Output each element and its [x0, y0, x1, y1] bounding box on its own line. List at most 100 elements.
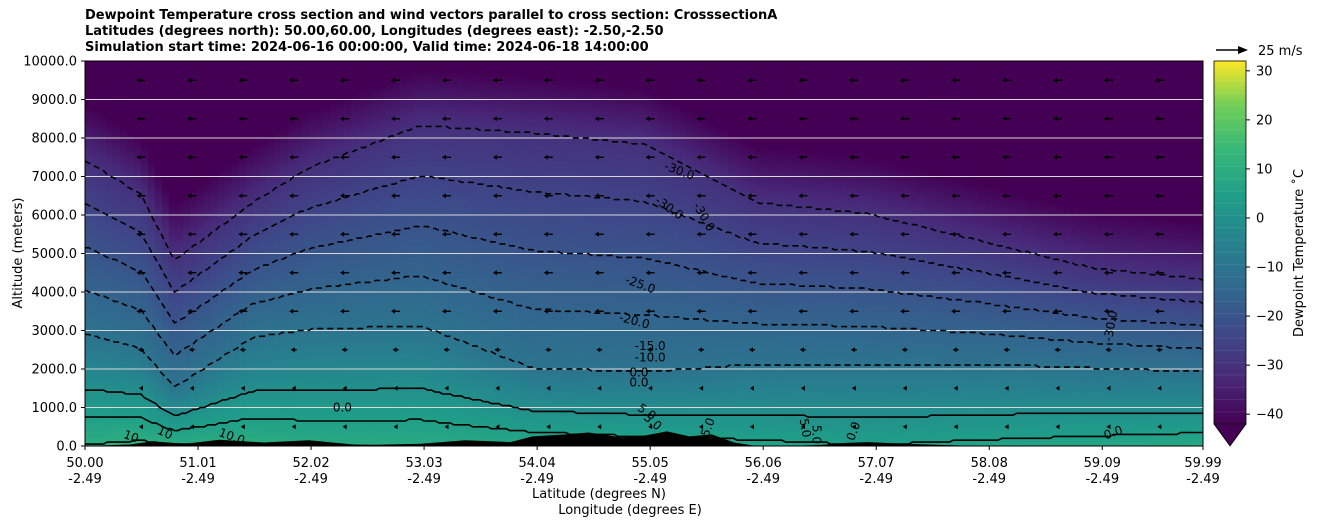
field-cell: [343, 126, 352, 131]
field-cell: [140, 284, 149, 289]
field-cell: [420, 215, 428, 220]
field-cell: [91, 318, 100, 324]
field-cell: [308, 164, 317, 170]
field-cell: [322, 395, 331, 401]
field-cell: [385, 157, 394, 162]
field-cell: [336, 153, 345, 158]
field-cell: [175, 280, 184, 285]
field-cell: [427, 111, 435, 116]
field-cell: [85, 357, 93, 362]
field-cell: [301, 384, 310, 389]
field-cell: [133, 430, 142, 436]
field-cell: [315, 399, 324, 405]
field-cell: [350, 330, 359, 335]
field-cell: [182, 191, 191, 197]
field-cell: [427, 126, 435, 131]
field-cell: [224, 303, 233, 308]
field-cell: [406, 215, 415, 220]
field-cell: [147, 403, 156, 409]
field-cell: [217, 107, 226, 112]
field-cell: [175, 338, 184, 343]
field-cell: [266, 257, 275, 262]
field-cell: [168, 388, 177, 393]
field-cell: [91, 61, 100, 66]
field-cell: [273, 326, 282, 332]
field-cell: [301, 238, 310, 243]
field-cell: [406, 107, 415, 112]
field-cell: [105, 245, 114, 251]
field-cell: [350, 276, 359, 282]
field-cell: [308, 103, 317, 108]
field-cell: [336, 138, 345, 143]
field-cell: [245, 80, 254, 85]
field-cell: [301, 191, 310, 197]
field-cell: [385, 257, 394, 262]
field-cell: [427, 184, 435, 189]
field-cell: [140, 345, 149, 351]
field-cell: [98, 353, 107, 359]
field-cell: [238, 369, 247, 374]
field-cell: [168, 107, 177, 112]
field-cell: [168, 245, 177, 251]
field-cell: [175, 207, 184, 212]
field-cell: [231, 349, 240, 355]
field-cell: [378, 180, 387, 185]
field-cell: [406, 134, 415, 139]
field-cell: [329, 157, 338, 162]
field-cell: [301, 295, 310, 301]
field-cell: [406, 138, 415, 143]
field-cell: [266, 61, 275, 66]
field-cell: [336, 322, 345, 328]
field-cell: [371, 434, 380, 439]
field-cell: [420, 153, 428, 158]
field-cell: [182, 265, 191, 270]
field-cell: [280, 253, 289, 258]
field-cell: [252, 138, 261, 143]
field-cell: [231, 265, 240, 270]
field-cell: [378, 153, 387, 158]
field-cell: [280, 326, 289, 332]
field-cell: [308, 64, 317, 70]
field-cell: [85, 241, 93, 247]
field-cell: [168, 191, 177, 197]
field-cell: [203, 245, 212, 251]
field-cell: [154, 345, 163, 351]
field-cell: [161, 99, 170, 104]
field-cell: [385, 241, 394, 247]
field-cell: [189, 84, 198, 89]
field-cell: [413, 422, 421, 428]
field-cell: [357, 164, 366, 170]
field-cell: [203, 268, 212, 274]
field-cell: [161, 87, 170, 93]
field-cell: [175, 295, 184, 301]
field-cell: [182, 222, 191, 228]
field-cell: [371, 218, 380, 224]
field-cell: [175, 111, 184, 116]
field-cell: [343, 61, 352, 66]
field-cell: [371, 99, 380, 104]
field-cell: [322, 188, 331, 193]
field-cell: [301, 195, 310, 201]
field-cell: [343, 280, 352, 285]
field-cell: [322, 361, 331, 366]
field-cell: [427, 342, 435, 347]
field-cell: [147, 345, 156, 351]
field-cell: [378, 188, 387, 193]
field-cell: [161, 392, 170, 397]
field-cell: [399, 407, 408, 412]
field-cell: [119, 395, 128, 401]
field-cell: [385, 284, 394, 289]
field-cell: [140, 315, 149, 320]
field-cell: [105, 253, 114, 258]
field-cell: [336, 84, 345, 89]
field-cell: [420, 176, 428, 181]
field-cell: [420, 288, 428, 293]
field-cell: [154, 411, 163, 416]
field-cell: [238, 84, 247, 89]
field-cell: [133, 422, 142, 428]
field-cell: [350, 434, 359, 439]
field-cell: [98, 372, 107, 378]
field-cell: [343, 315, 352, 320]
field-cell: [343, 191, 352, 197]
field-cell: [364, 426, 373, 432]
